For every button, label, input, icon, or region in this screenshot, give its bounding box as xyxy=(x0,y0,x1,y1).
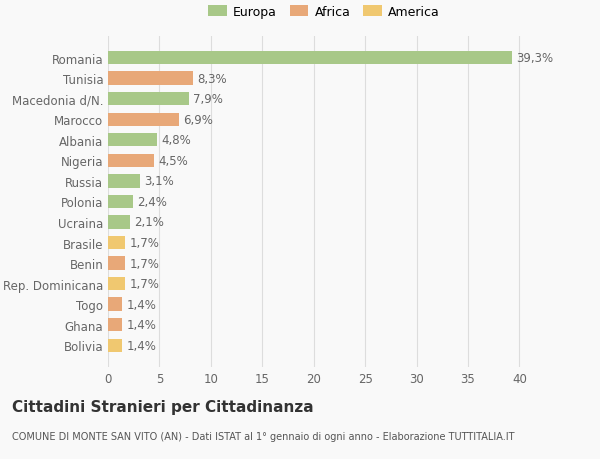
Bar xyxy=(108,298,122,311)
Bar xyxy=(108,175,140,188)
Bar xyxy=(108,236,125,250)
Bar xyxy=(108,257,125,270)
Bar xyxy=(108,113,179,127)
Text: 8,3%: 8,3% xyxy=(197,73,227,85)
Bar xyxy=(108,216,130,229)
Text: 2,1%: 2,1% xyxy=(134,216,164,229)
Text: 7,9%: 7,9% xyxy=(193,93,223,106)
Bar xyxy=(108,339,122,352)
Bar xyxy=(108,52,512,65)
Text: 1,4%: 1,4% xyxy=(127,319,157,331)
Bar xyxy=(108,72,193,85)
Bar xyxy=(108,134,157,147)
Text: 2,4%: 2,4% xyxy=(137,196,167,208)
Text: 4,5%: 4,5% xyxy=(158,155,188,168)
Text: Cittadini Stranieri per Cittadinanza: Cittadini Stranieri per Cittadinanza xyxy=(12,399,314,414)
Text: 1,7%: 1,7% xyxy=(130,278,160,291)
Text: 6,9%: 6,9% xyxy=(183,113,213,126)
Bar xyxy=(108,93,189,106)
Bar xyxy=(108,277,125,291)
Bar xyxy=(108,154,154,168)
Text: 3,1%: 3,1% xyxy=(144,175,174,188)
Text: 39,3%: 39,3% xyxy=(517,52,553,65)
Legend: Europa, Africa, America: Europa, Africa, America xyxy=(203,1,445,24)
Text: 1,4%: 1,4% xyxy=(127,339,157,352)
Bar xyxy=(108,319,122,332)
Text: 1,7%: 1,7% xyxy=(130,236,160,249)
Bar xyxy=(108,195,133,209)
Text: 1,4%: 1,4% xyxy=(127,298,157,311)
Text: 4,8%: 4,8% xyxy=(161,134,191,147)
Text: COMUNE DI MONTE SAN VITO (AN) - Dati ISTAT al 1° gennaio di ogni anno - Elaboraz: COMUNE DI MONTE SAN VITO (AN) - Dati IST… xyxy=(12,431,515,442)
Text: 1,7%: 1,7% xyxy=(130,257,160,270)
